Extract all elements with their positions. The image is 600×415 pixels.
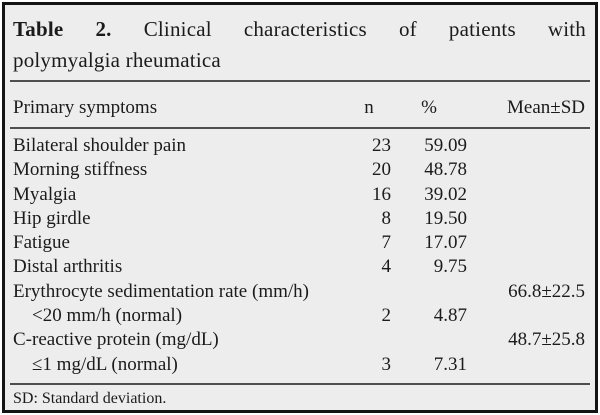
header-mean: Mean±SD (507, 97, 585, 118)
rule-below-header (10, 127, 590, 129)
table-row: Erythrocyte sedimentation rate (mm/h) 66… (13, 280, 585, 304)
cell-n: 4 (381, 256, 392, 278)
row-label: ≤1 mg/dL (normal) (32, 353, 178, 375)
row-label: Morning stiffness (13, 159, 148, 181)
table-row: C-reactive protein (mg/dL) 48.7±25.8 (13, 328, 585, 352)
table-caption-part1: Clinical characteristics of patients wit… (143, 17, 587, 41)
cell-n: 20 (372, 159, 391, 181)
row-label: Hip girdle (13, 207, 91, 229)
cell-pct: 4.87 (433, 305, 467, 327)
cell-n: 7 (381, 232, 392, 254)
cell-pct: 59.09 (424, 135, 467, 156)
footnote: SD: Standard deviation. (13, 390, 167, 407)
row-label: Distal arthritis (13, 256, 123, 278)
row-label: Fatigue (13, 232, 70, 254)
table-title-line1: Table 2. Clinical characteristics of pat… (13, 14, 586, 45)
cell-mean: 48.7±25.8 (508, 329, 585, 351)
header-pct: % (421, 97, 437, 118)
table-row: Morning stiffness 20 48.78 (13, 158, 585, 182)
row-label: <20 mm/h (normal) (32, 305, 183, 327)
table-row: Distal arthritis 4 9.75 (13, 255, 585, 279)
table-row: Hip girdle 8 19.50 (13, 207, 585, 231)
cell-pct: 9.75 (433, 256, 467, 278)
row-label: Bilateral shoulder pain (13, 135, 187, 156)
cell-n: 23 (372, 135, 391, 156)
cell-pct: 7.31 (433, 353, 467, 375)
cell-n: 2 (381, 305, 392, 327)
table-title: Table 2. Clinical characteristics of pat… (13, 14, 586, 76)
cell-pct: 39.02 (424, 183, 467, 205)
table-body: Bilateral shoulder pain 23 59.09 Morning… (13, 134, 585, 377)
table-row: Fatigue 7 17.07 (13, 231, 585, 255)
rule-above-header (10, 80, 590, 82)
table-row: ≤1 mg/dL (normal) 3 7.31 (13, 353, 585, 377)
row-label: Erythrocyte sedimentation rate (mm/h) (13, 280, 309, 302)
table-row: <20 mm/h (normal) 2 4.87 (13, 304, 585, 328)
cell-n: 3 (381, 353, 392, 375)
table-number: Table 2. (13, 17, 112, 41)
table-row: Bilateral shoulder pain 23 59.09 (13, 134, 585, 158)
cell-mean: 66.8±22.5 (508, 280, 585, 302)
table-header-row: Primary symptoms n % Mean±SD (13, 89, 585, 127)
rule-above-footnote (10, 383, 590, 385)
row-label: Myalgia (13, 183, 77, 205)
header-n: n (364, 97, 374, 118)
cell-pct: 17.07 (424, 232, 467, 254)
table-caption-part2: polymyalgia rheumatica (13, 48, 221, 72)
cell-n: 16 (372, 183, 391, 205)
cell-pct: 19.50 (424, 207, 467, 229)
table-row: Myalgia 16 39.02 (13, 183, 585, 207)
cell-pct: 48.78 (424, 159, 467, 181)
cell-n: 8 (381, 207, 392, 229)
row-label: C-reactive protein (mg/dL) (13, 329, 219, 351)
header-primary-symptoms: Primary symptoms (13, 97, 158, 118)
